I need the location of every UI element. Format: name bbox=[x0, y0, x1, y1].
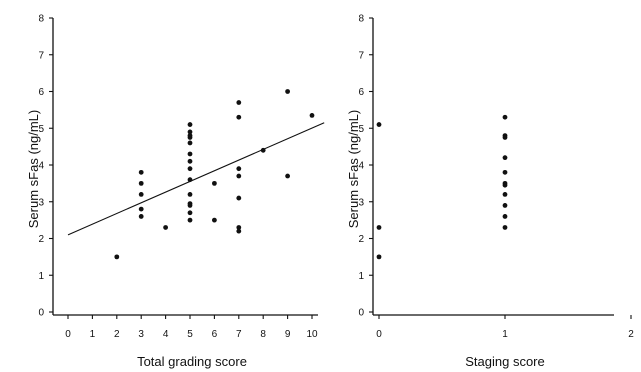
chart-right-y-tick-label: 3 bbox=[358, 197, 364, 208]
chart-left-data-point bbox=[236, 173, 242, 179]
chart-left-y-tick-label: 4 bbox=[38, 161, 44, 172]
chart-right-ylabel: Serum sFas (ng/mL) bbox=[346, 110, 361, 228]
chart-left-xlabel: Total grading score bbox=[137, 354, 247, 369]
chart-left-y-tick-label: 3 bbox=[38, 197, 44, 208]
chart-right-y-tick-label: 0 bbox=[358, 308, 364, 319]
chart-left-data-point bbox=[138, 206, 144, 212]
chart-right-data-point bbox=[502, 114, 508, 120]
chart-left-y-tick-label: 5 bbox=[38, 124, 44, 135]
chart-left-x-tick-label: 5 bbox=[187, 329, 193, 340]
chart-left-data-point bbox=[187, 166, 193, 172]
chart-right-data-point bbox=[502, 203, 508, 208]
chart-left-y-tick-label: 2 bbox=[38, 234, 44, 245]
chart-left-data-point bbox=[236, 114, 242, 120]
chart-left-data-point bbox=[187, 192, 193, 197]
chart-left-data-point bbox=[236, 100, 242, 105]
chart-left-data-point bbox=[187, 203, 193, 208]
chart-left-x-tick-label: 9 bbox=[285, 329, 291, 340]
chart-left-data-point bbox=[187, 122, 193, 127]
chart-left-data-point bbox=[138, 169, 144, 175]
chart-left: Serum sFas (ng/mL) Total grading score 0… bbox=[26, 14, 325, 369]
chart-right-xlabel: Staging score bbox=[465, 354, 545, 369]
chart-left-regression-line bbox=[67, 122, 325, 236]
chart-left-data-point bbox=[187, 140, 193, 146]
chart-right-data-point bbox=[376, 122, 382, 127]
chart-right-y-tick-label: 7 bbox=[358, 50, 364, 61]
chart-left-y-tick-label: 7 bbox=[38, 50, 44, 61]
chart-left-data-point bbox=[138, 180, 144, 186]
chart-right-data-point bbox=[502, 155, 508, 161]
chart-left-data-point bbox=[236, 225, 242, 230]
chart-left-data-point bbox=[285, 173, 290, 179]
chart-right-data-point bbox=[502, 214, 508, 219]
chart-left-data-point bbox=[285, 89, 290, 94]
chart-left-data-point bbox=[236, 228, 242, 234]
chart-left-ylabel: Serum sFas (ng/mL) bbox=[26, 110, 41, 228]
chart-left-x-tick-label: 1 bbox=[90, 329, 96, 340]
chart-left-x-tick-label: 0 bbox=[65, 329, 71, 340]
chart-left-data-point bbox=[212, 217, 217, 223]
chart-left-data-point bbox=[114, 254, 120, 260]
chart-left-x-tick-label: 6 bbox=[212, 329, 218, 340]
chart-left-y-tick-label: 8 bbox=[38, 14, 44, 25]
chart-right-data-point bbox=[502, 192, 508, 197]
chart-right-y-tick-label: 1 bbox=[358, 271, 364, 282]
chart-left-data-point bbox=[309, 112, 315, 118]
chart-right-y-tick-label: 4 bbox=[358, 161, 364, 172]
chart-left-y-tick-label: 0 bbox=[38, 308, 44, 319]
chart-left-x-tick-label: 2 bbox=[114, 329, 120, 340]
chart-left-data-point bbox=[163, 225, 169, 230]
chart-right-data-point bbox=[502, 225, 508, 230]
chart-right-x-tick-label: 2 bbox=[628, 329, 634, 340]
chart-left-y-tick-label: 1 bbox=[38, 271, 44, 282]
chart-left-data-point bbox=[187, 129, 193, 135]
chart-right-y-tick-label: 8 bbox=[358, 14, 364, 25]
chart-left-data-point bbox=[187, 217, 193, 223]
chart-left-x-tick-label: 4 bbox=[163, 329, 169, 340]
chart-right-data-point bbox=[502, 135, 508, 140]
chart-left-data-point bbox=[138, 192, 144, 197]
chart-left-y-tick-label: 6 bbox=[38, 87, 44, 98]
chart-right-x-tick-label: 1 bbox=[502, 329, 508, 340]
chart-left-data-point bbox=[212, 180, 217, 186]
chart-left-data-point bbox=[138, 214, 144, 219]
chart-left-data-point bbox=[187, 151, 193, 157]
chart-right-y-tick-label: 5 bbox=[358, 124, 364, 135]
chart-left-data-point bbox=[187, 210, 193, 216]
chart-right-y-tick-label: 6 bbox=[358, 87, 364, 98]
chart-right-data-point bbox=[502, 182, 508, 188]
chart-right-data-point bbox=[502, 169, 508, 175]
chart-left-data-point bbox=[260, 147, 266, 153]
chart-left-x-tick-label: 10 bbox=[306, 329, 318, 340]
chart-left-data-point bbox=[187, 177, 193, 183]
chart-left-data-point bbox=[236, 195, 242, 201]
chart-right-data-point bbox=[376, 254, 382, 260]
chart-left-data-point bbox=[187, 158, 193, 164]
chart-left-x-tick-label: 7 bbox=[236, 329, 242, 340]
chart-right: Serum sFas (ng/mL) Staging score 0 1 2 3 4 5 6… bbox=[346, 14, 634, 370]
chart-left-data-point bbox=[236, 166, 242, 172]
chart-right-x-tick-label: 0 bbox=[376, 329, 382, 340]
chart-right-y-tick-label: 2 bbox=[358, 234, 364, 245]
chart-left-x-tick-label: 8 bbox=[260, 329, 266, 340]
chart-right-data-point bbox=[376, 225, 382, 230]
chart-left-x-tick-label: 3 bbox=[138, 329, 144, 340]
chart-left-data-point bbox=[187, 135, 193, 140]
